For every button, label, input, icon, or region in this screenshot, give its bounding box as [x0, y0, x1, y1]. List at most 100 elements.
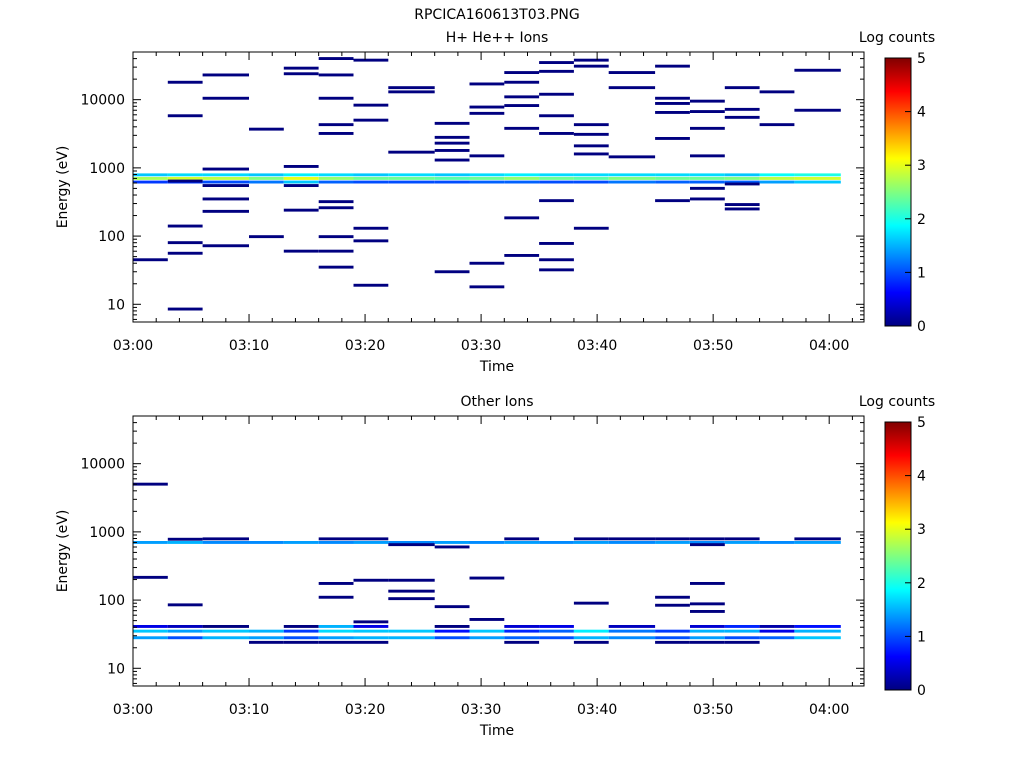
spectrogram-cell	[690, 177, 725, 180]
spectrogram-cell	[318, 132, 354, 135]
spectrogram-cell	[608, 541, 656, 544]
spectrogram-cell	[724, 182, 760, 186]
spectrogram-cell	[690, 610, 725, 613]
spectrogram-cell	[353, 239, 389, 243]
spectrogram-cell	[655, 137, 690, 140]
colorbar-gradient	[884, 57, 912, 327]
x-tick-label: 03:40	[577, 338, 617, 354]
colorbar-tick-label: 1	[917, 265, 926, 281]
spectrogram-cell	[434, 625, 470, 628]
colorbar: 0 1 2 3 4 5	[884, 51, 926, 335]
spectrogram-cell	[202, 180, 249, 184]
x-tick-label: 04:00	[809, 702, 849, 718]
spectrogram-cell	[318, 595, 354, 599]
spectrogram-cell	[608, 537, 656, 541]
spectrogram-cell	[539, 177, 574, 180]
colorbar-tick-label: 3	[917, 158, 926, 174]
spectrogram-cell	[759, 625, 795, 628]
spectrogram-cell	[167, 177, 203, 180]
spectrogram-cell	[539, 199, 574, 203]
y-tick-label: 100	[98, 229, 125, 245]
spectrogram-cell	[690, 186, 725, 190]
colorbar-tick-label: 4	[917, 105, 926, 121]
spectrogram-cell	[655, 111, 690, 114]
x-tick-label: 03:10	[229, 338, 269, 354]
spectrogram-cell	[353, 118, 389, 122]
spectrogram-cell	[690, 640, 725, 644]
spectrogram-cell	[608, 71, 656, 74]
spectrogram-cell	[608, 155, 656, 159]
spectrogram-cell	[133, 258, 168, 262]
spectrogram-cell	[724, 173, 760, 177]
spectrogram-cell	[655, 537, 690, 541]
spectrogram-cell	[655, 199, 690, 203]
colorbar-tick-label: 3	[917, 522, 926, 538]
spectrogram-cell	[504, 640, 540, 644]
spectrogram-cell	[469, 636, 505, 640]
spectrogram-cell	[353, 578, 389, 582]
spectrogram-cell	[759, 636, 795, 640]
spectrogram-cell	[504, 537, 540, 541]
spectrogram-cell	[353, 625, 389, 628]
spectrogram-cell	[539, 114, 574, 118]
spectrogram-cell	[724, 207, 760, 211]
spectrogram-cell	[167, 80, 203, 84]
spectrogram-cell	[573, 64, 609, 68]
spectrogram-cell	[318, 57, 354, 60]
spectrogram-cell	[539, 625, 574, 628]
spectrogram-cell	[202, 173, 249, 177]
spectrogram-cell	[655, 640, 690, 644]
panel-title: Other Ions	[460, 394, 533, 410]
spectrogram-cell	[353, 177, 389, 180]
spectrogram-cell	[655, 636, 690, 640]
spectrogram-cell	[504, 180, 540, 184]
spectrogram-cell	[434, 121, 470, 125]
colorbar-tick-label: 0	[917, 683, 926, 699]
spectrogram-cell	[608, 177, 656, 180]
spectrogram-cell	[504, 71, 540, 74]
spectrogram-cell	[690, 636, 725, 640]
spectrogram-cell	[318, 640, 354, 644]
spectrogram-cell	[167, 603, 203, 607]
spectrogram-cell	[655, 96, 690, 100]
axes: 03:00 03:10 03:20 03:30 03:40 03:50 04:00 10 100…	[80, 415, 864, 718]
spectrogram-cell	[434, 180, 470, 184]
spectrogram-cell	[167, 625, 203, 628]
spectrogram-cell	[724, 86, 760, 90]
spectrogram-cell	[504, 126, 540, 130]
spectrogram-cell	[608, 636, 656, 640]
spectrogram-cells	[133, 482, 841, 644]
spectrogram-cell	[434, 605, 470, 609]
spectrogram-cell	[469, 177, 505, 180]
spectrogram-cell	[504, 254, 540, 257]
spectrogram-cell	[283, 184, 319, 187]
spectrogram-cell	[504, 216, 540, 220]
x-tick-label: 03:50	[693, 702, 733, 718]
spectrogram-cell	[724, 180, 760, 184]
spectrogram-cell	[539, 636, 574, 640]
spectrogram-cell	[283, 180, 319, 184]
spectrogram-cell	[318, 636, 354, 640]
spectrogram-cell	[573, 173, 609, 177]
y-tick-label: 10	[107, 297, 125, 313]
spectrogram-cell	[759, 541, 795, 544]
spectrogram-cell	[573, 177, 609, 180]
spectrogram-cell	[655, 629, 690, 633]
spectrogram-cell	[249, 235, 284, 239]
spectrogram-cell	[469, 261, 505, 265]
spectrogram-cell	[283, 177, 319, 180]
spectrogram-cell	[318, 173, 354, 177]
spectrogram-cell	[283, 249, 319, 253]
spectrogram-cell	[249, 127, 284, 131]
spectrogram-cell	[794, 629, 841, 633]
spectrogram-cell	[388, 177, 435, 180]
spectrogram-cell	[202, 209, 249, 213]
spectrogram-cell	[202, 541, 249, 544]
spectrogram-cell	[724, 636, 760, 640]
colorbar-tick-label: 5	[917, 415, 926, 431]
spectrogram-cell	[539, 61, 574, 64]
spectrogram-cell	[388, 173, 435, 177]
y-tick-label: 1000	[89, 161, 125, 177]
spectrogram-cell	[202, 197, 249, 201]
spectrogram-cell	[690, 543, 725, 547]
